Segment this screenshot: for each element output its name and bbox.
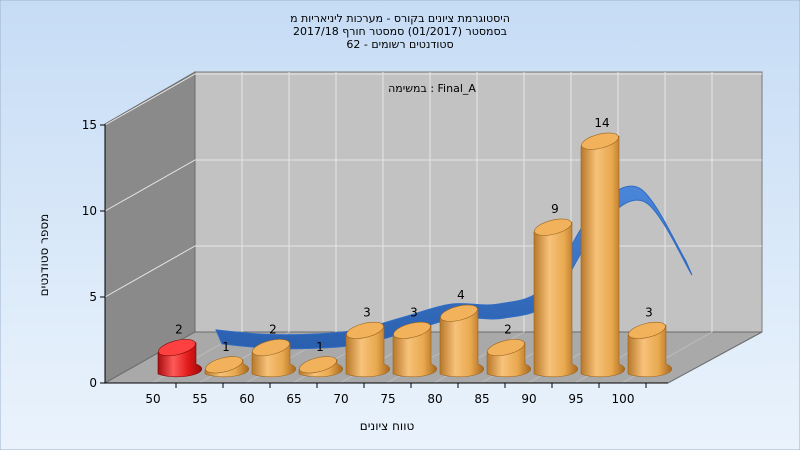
y-tick-label: 5 bbox=[89, 290, 97, 304]
bar-top bbox=[628, 321, 666, 339]
chart-annotation: במשימה : Final_A bbox=[388, 82, 476, 95]
x-tick-label: 80 bbox=[427, 392, 442, 406]
bar-value-label: 4 bbox=[457, 288, 465, 302]
bar: 9 bbox=[533, 202, 579, 378]
x-tick-label: 55 bbox=[192, 392, 207, 406]
x-tick-label: 90 bbox=[521, 392, 536, 406]
y-axis-label: מספר סטודנטים bbox=[37, 214, 51, 297]
bar-top bbox=[534, 218, 572, 236]
bar-value-label: 3 bbox=[410, 305, 418, 319]
bar-top bbox=[581, 132, 619, 150]
bar-value-label: 1 bbox=[316, 340, 324, 354]
x-axis-label: טווח ציונים bbox=[360, 419, 415, 433]
x-tick-label: 95 bbox=[568, 392, 583, 406]
x-tick-label: 60 bbox=[239, 392, 254, 406]
x-tick-label: 85 bbox=[474, 392, 489, 406]
y-tick-label: 10 bbox=[82, 204, 97, 218]
bar-top bbox=[158, 339, 196, 357]
x-tick-label: 70 bbox=[333, 392, 348, 406]
chart-title-line: בסמסטר (01/2017) סמסטר חורף 2017/18 bbox=[293, 25, 507, 38]
plot-back-wall bbox=[194, 71, 763, 333]
bars: 2 1 2 1 3 3 4 2 9 14 3 bbox=[157, 116, 673, 378]
bar-top bbox=[252, 339, 290, 357]
bar-top bbox=[487, 339, 525, 357]
bar: 2 bbox=[251, 323, 297, 378]
bar-top bbox=[205, 356, 243, 374]
bar-value-label: 3 bbox=[645, 305, 653, 319]
grid-line-horizontal bbox=[104, 159, 762, 212]
bar: 3 bbox=[627, 305, 673, 378]
bar: 14 bbox=[580, 116, 626, 378]
x-tick-label: 65 bbox=[286, 392, 301, 406]
bar-top bbox=[346, 321, 384, 339]
y-ticks: 0 5 10 15 bbox=[82, 118, 105, 390]
bar: 1 bbox=[298, 340, 344, 378]
x-ticks: 50 55 60 65 70 75 80 85 90 95 100 bbox=[145, 383, 647, 406]
chart-title: היסטוגרמת ציונים בקורס - מערכות ליניאריו… bbox=[290, 12, 510, 51]
bar-body bbox=[580, 135, 626, 378]
bar-value-label: 2 bbox=[504, 323, 512, 337]
bar-value-label: 1 bbox=[222, 340, 230, 354]
bar-value-label: 9 bbox=[551, 202, 559, 216]
bar: 3 bbox=[345, 305, 391, 378]
bar: 2 bbox=[486, 323, 532, 378]
bar: 1 bbox=[204, 340, 250, 378]
bar-top bbox=[440, 304, 478, 322]
bar-body bbox=[439, 307, 485, 378]
bar: 3 bbox=[392, 305, 438, 378]
bar-value-label: 2 bbox=[269, 323, 277, 337]
bar-body bbox=[533, 221, 579, 378]
grid-line-horizontal bbox=[104, 73, 762, 126]
bar: 4 bbox=[439, 288, 485, 378]
x-tick-label: 75 bbox=[380, 392, 395, 406]
bar-value-label: 2 bbox=[175, 323, 183, 337]
bar: 2 bbox=[157, 323, 203, 378]
y-tick-label: 15 bbox=[82, 118, 97, 132]
bar-value-label: 3 bbox=[363, 305, 371, 319]
chart-title-line: היסטוגרמת ציונים בקורס - מערכות ליניאריו… bbox=[290, 12, 510, 25]
x-tick-label: 100 bbox=[612, 392, 635, 406]
chart-title-line: סטודנטים רשומים - 62 bbox=[346, 38, 453, 51]
bar-value-label: 14 bbox=[594, 116, 609, 130]
bar-top bbox=[393, 321, 431, 339]
x-tick-label: 50 bbox=[145, 392, 160, 406]
bar-top bbox=[299, 356, 337, 374]
y-tick-label: 0 bbox=[89, 376, 97, 390]
